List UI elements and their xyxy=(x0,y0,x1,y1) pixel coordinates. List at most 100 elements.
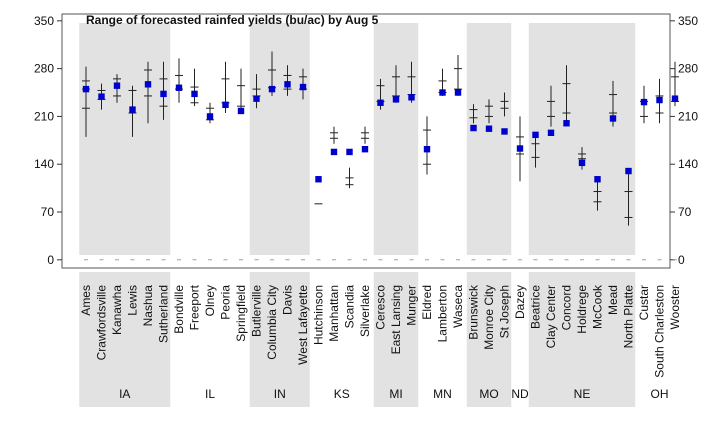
yield-point-st-joseph xyxy=(501,128,508,135)
y-tick-label-left: 350 xyxy=(34,14,54,28)
state-band-mo xyxy=(466,23,512,255)
state-band-ne xyxy=(528,23,636,255)
state-label-mn: MN xyxy=(433,387,452,401)
site-label-bondville: Bondville xyxy=(172,285,186,334)
site-label-concord: Concord xyxy=(560,285,574,330)
state-band-ia xyxy=(79,23,171,255)
y-tick-label-right: 140 xyxy=(678,157,698,171)
state-label-band-in xyxy=(249,272,310,407)
site-label-west-lafayette: West Lafayette xyxy=(296,285,310,365)
site-label-davis: Davis xyxy=(281,285,295,315)
state-label-in: IN xyxy=(274,387,286,401)
y-tick-label-right: 0 xyxy=(678,253,685,267)
site-label-custar: Custar xyxy=(637,285,651,320)
state-band-mi xyxy=(373,23,419,255)
site-label-beatrice: Beatrice xyxy=(529,285,543,329)
yield-point-ceresco xyxy=(377,99,384,106)
yield-point-wooster xyxy=(671,95,679,102)
site-label-north-platte: North Platte xyxy=(622,285,636,349)
y-tick-label-right: 280 xyxy=(678,62,698,76)
yield-point-dazey xyxy=(516,145,524,152)
yield-point-brunswick xyxy=(470,124,477,132)
yield-point-holdrege xyxy=(578,159,586,167)
site-label-clay-center: Clay Center xyxy=(544,285,558,348)
y-tick-label-right: 210 xyxy=(678,109,698,123)
state-label-mo: MO xyxy=(479,387,498,401)
site-label-peoria: Peoria xyxy=(219,285,233,320)
y-tick-label-left: 0 xyxy=(47,253,54,267)
site-label-ames: Ames xyxy=(79,285,93,316)
site-label-ceresco: Ceresco xyxy=(374,285,388,330)
site-label-eldred: Eldred xyxy=(420,285,434,320)
site-label-hutchinson: Hutchinson xyxy=(312,285,326,345)
site-label-springfield: Springfield xyxy=(234,285,248,342)
state-label-il: IL xyxy=(205,387,215,401)
yield-point-hutchinson xyxy=(315,176,322,183)
yield-point-bondville xyxy=(175,84,183,91)
yield-point-silverlake xyxy=(361,145,369,153)
state-bands xyxy=(79,23,636,407)
yield-point-north-platte xyxy=(625,167,632,175)
yield-point-clay-center xyxy=(547,129,555,137)
state-label-ks: KS xyxy=(334,387,350,401)
yield-point-columbia-city xyxy=(268,85,276,93)
state-label-nd: ND xyxy=(511,387,529,401)
y-tick-label-left: 210 xyxy=(34,109,54,123)
yield-point-butlerville xyxy=(253,95,260,102)
yield-point-east-lansing xyxy=(392,96,400,103)
yield-point-munger xyxy=(408,94,415,101)
yield-point-davis xyxy=(284,81,291,88)
site-label-silverlake: Silverlake xyxy=(358,285,372,337)
y-tick-label-right: 70 xyxy=(678,205,692,219)
yield-point-concord xyxy=(563,120,570,127)
yield-point-olney xyxy=(206,113,214,120)
yield-point-lamberton xyxy=(439,89,446,96)
yield-point-scandia xyxy=(346,148,353,156)
site-label-dazey: Dazey xyxy=(513,285,527,319)
yield-point-mccook xyxy=(594,176,601,183)
yield-point-custar xyxy=(640,98,648,106)
plot-frame xyxy=(61,13,671,269)
yield-point-kanawha xyxy=(113,82,121,89)
site-label-columbia-city: Columbia City xyxy=(265,285,279,360)
yield-point-nashua xyxy=(144,81,152,88)
state-band-in xyxy=(249,23,310,255)
site-label-olney: Olney xyxy=(203,285,217,316)
site-label-freeport: Freeport xyxy=(188,284,202,330)
y-tick-label-left: 280 xyxy=(34,62,54,76)
axes: 0 0 70 70 140 140 210 210 280 280 350 350 xyxy=(34,13,698,269)
site-label-waseca: Waseca xyxy=(451,285,465,328)
yield-point-mead xyxy=(609,115,617,122)
yield-point-beatrice xyxy=(532,131,539,139)
site-label-crawfordsville: Crawfordsville xyxy=(95,285,109,361)
site-label-munger: Munger xyxy=(405,285,419,326)
state-label-band-mo xyxy=(466,272,512,407)
site-label-lamberton: Lamberton xyxy=(436,285,450,342)
site-label-brunswick: Brunswick xyxy=(467,284,481,340)
yield-point-peoria xyxy=(222,101,229,109)
yield-point-south-charleston xyxy=(656,96,663,104)
site-label-wooster: Wooster xyxy=(668,285,682,329)
site-label-holdrege: Holdrege xyxy=(575,285,589,334)
yield-point-sutherland xyxy=(160,90,167,98)
data-marks xyxy=(82,51,679,261)
state-label-band-ne xyxy=(528,272,636,407)
site-label-nashua: Nashua xyxy=(141,285,155,327)
yield-point-freeport xyxy=(191,90,198,98)
yield-point-crawfordsville xyxy=(98,93,105,100)
site-label-manhattan: Manhattan xyxy=(327,285,341,342)
state-label-band-ia xyxy=(79,272,171,407)
labels: Ames Crawfordsville Kanawha Lewis Nashua Suth… xyxy=(79,284,682,401)
yield-point-eldred xyxy=(423,145,431,153)
yield-point-springfield xyxy=(237,107,245,115)
yield-point-lewis xyxy=(129,106,136,113)
site-label-east-lansing: East Lansing xyxy=(389,285,403,354)
state-label-mi: MI xyxy=(389,387,402,401)
y-tick-label-left: 70 xyxy=(41,205,55,219)
state-label-ne: NE xyxy=(574,387,591,401)
yield-point-monroe-city xyxy=(485,125,493,132)
site-label-sutherland: Sutherland xyxy=(157,285,171,343)
site-label-butlerville: Butlerville xyxy=(250,285,264,337)
yield-point-ames xyxy=(82,85,90,93)
